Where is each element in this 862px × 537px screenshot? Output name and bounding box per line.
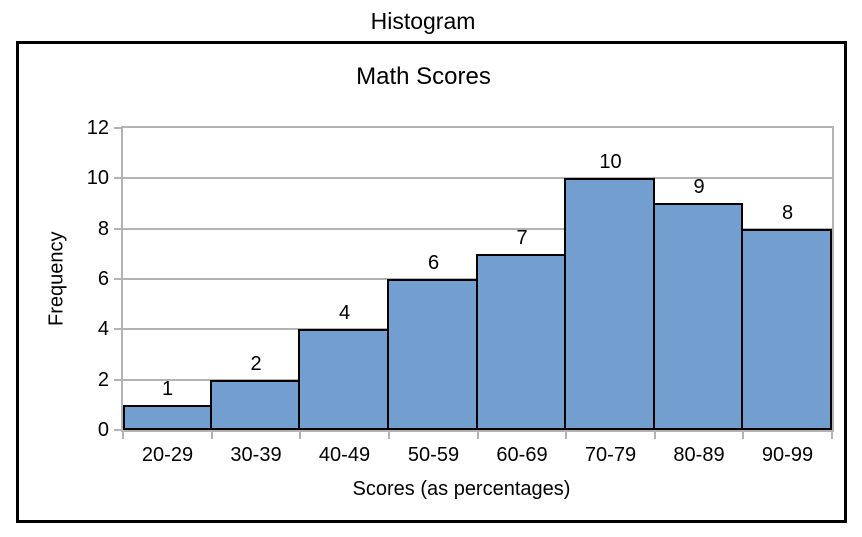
chart-title: Math Scores (356, 63, 491, 90)
bar (210, 380, 300, 430)
y-tick-mark (114, 328, 123, 330)
x-tick-mark (477, 432, 479, 439)
y-tick-mark (114, 379, 123, 381)
x-category-label: 20-29 (141, 444, 194, 466)
x-category-label: 40-49 (318, 444, 371, 466)
y-tick-label: 12 (86, 117, 109, 139)
x-category-label: 70-79 (584, 444, 637, 466)
bar (123, 405, 212, 430)
bar (298, 329, 389, 430)
x-category-label: 90-99 (761, 444, 814, 466)
plot-area: 1 2 4 6 7 10 9 8 0 2 4 6 8 10 12 20-29 30-39 40-49 50-59 6… (46, 117, 834, 500)
y-tick-mark (114, 278, 123, 280)
page-title: Histogram (370, 8, 476, 34)
y-tick-label: 6 (97, 268, 109, 290)
x-category-label: 30-39 (230, 444, 282, 466)
x-tick-mark (742, 432, 744, 439)
x-tick-mark (299, 432, 301, 439)
bar-value-label: 7 (516, 227, 528, 249)
bar-value-label: 8 (781, 202, 794, 224)
bar-value-label: 9 (693, 176, 705, 198)
y-axis-title: Frequency (45, 231, 68, 327)
bar (476, 254, 566, 430)
y-tick-label: 10 (86, 167, 109, 189)
bar-value-label: 4 (338, 302, 351, 324)
x-tick-mark (122, 432, 124, 439)
bar (387, 279, 478, 430)
x-category-label: 60-69 (496, 444, 548, 466)
bar-value-label: 10 (599, 151, 622, 173)
y-tick-label: 2 (97, 369, 109, 391)
y-tick-mark (114, 127, 123, 129)
chart-frame: Math Scores 1 2 4 6 7 10 9 8 0 2 4 6 8 10 12 20-29 30-3… (16, 41, 847, 523)
x-tick-mark (211, 432, 213, 439)
y-tick-mark (114, 429, 123, 431)
y-tick-mark (114, 177, 123, 179)
bar-value-label: 6 (427, 252, 440, 274)
bar (564, 178, 655, 430)
x-category-label: 80-89 (673, 444, 725, 466)
y-tick-label: 4 (97, 318, 109, 340)
x-axis-title: Scores (as percentages) (352, 478, 571, 500)
bar-value-label: 2 (250, 353, 262, 375)
gridline (123, 228, 832, 230)
y-tick-label: 8 (97, 218, 109, 240)
y-tick-label: 0 (97, 419, 109, 441)
x-tick-mark (831, 432, 833, 439)
bar-value-label: 1 (161, 378, 174, 400)
y-tick-mark (114, 228, 123, 230)
bar (653, 203, 743, 430)
x-tick-mark (565, 432, 567, 439)
x-tick-mark (654, 432, 656, 439)
gridline (123, 177, 832, 179)
x-tick-mark (388, 432, 390, 439)
bar (741, 229, 832, 430)
x-category-label: 50-59 (407, 444, 460, 466)
